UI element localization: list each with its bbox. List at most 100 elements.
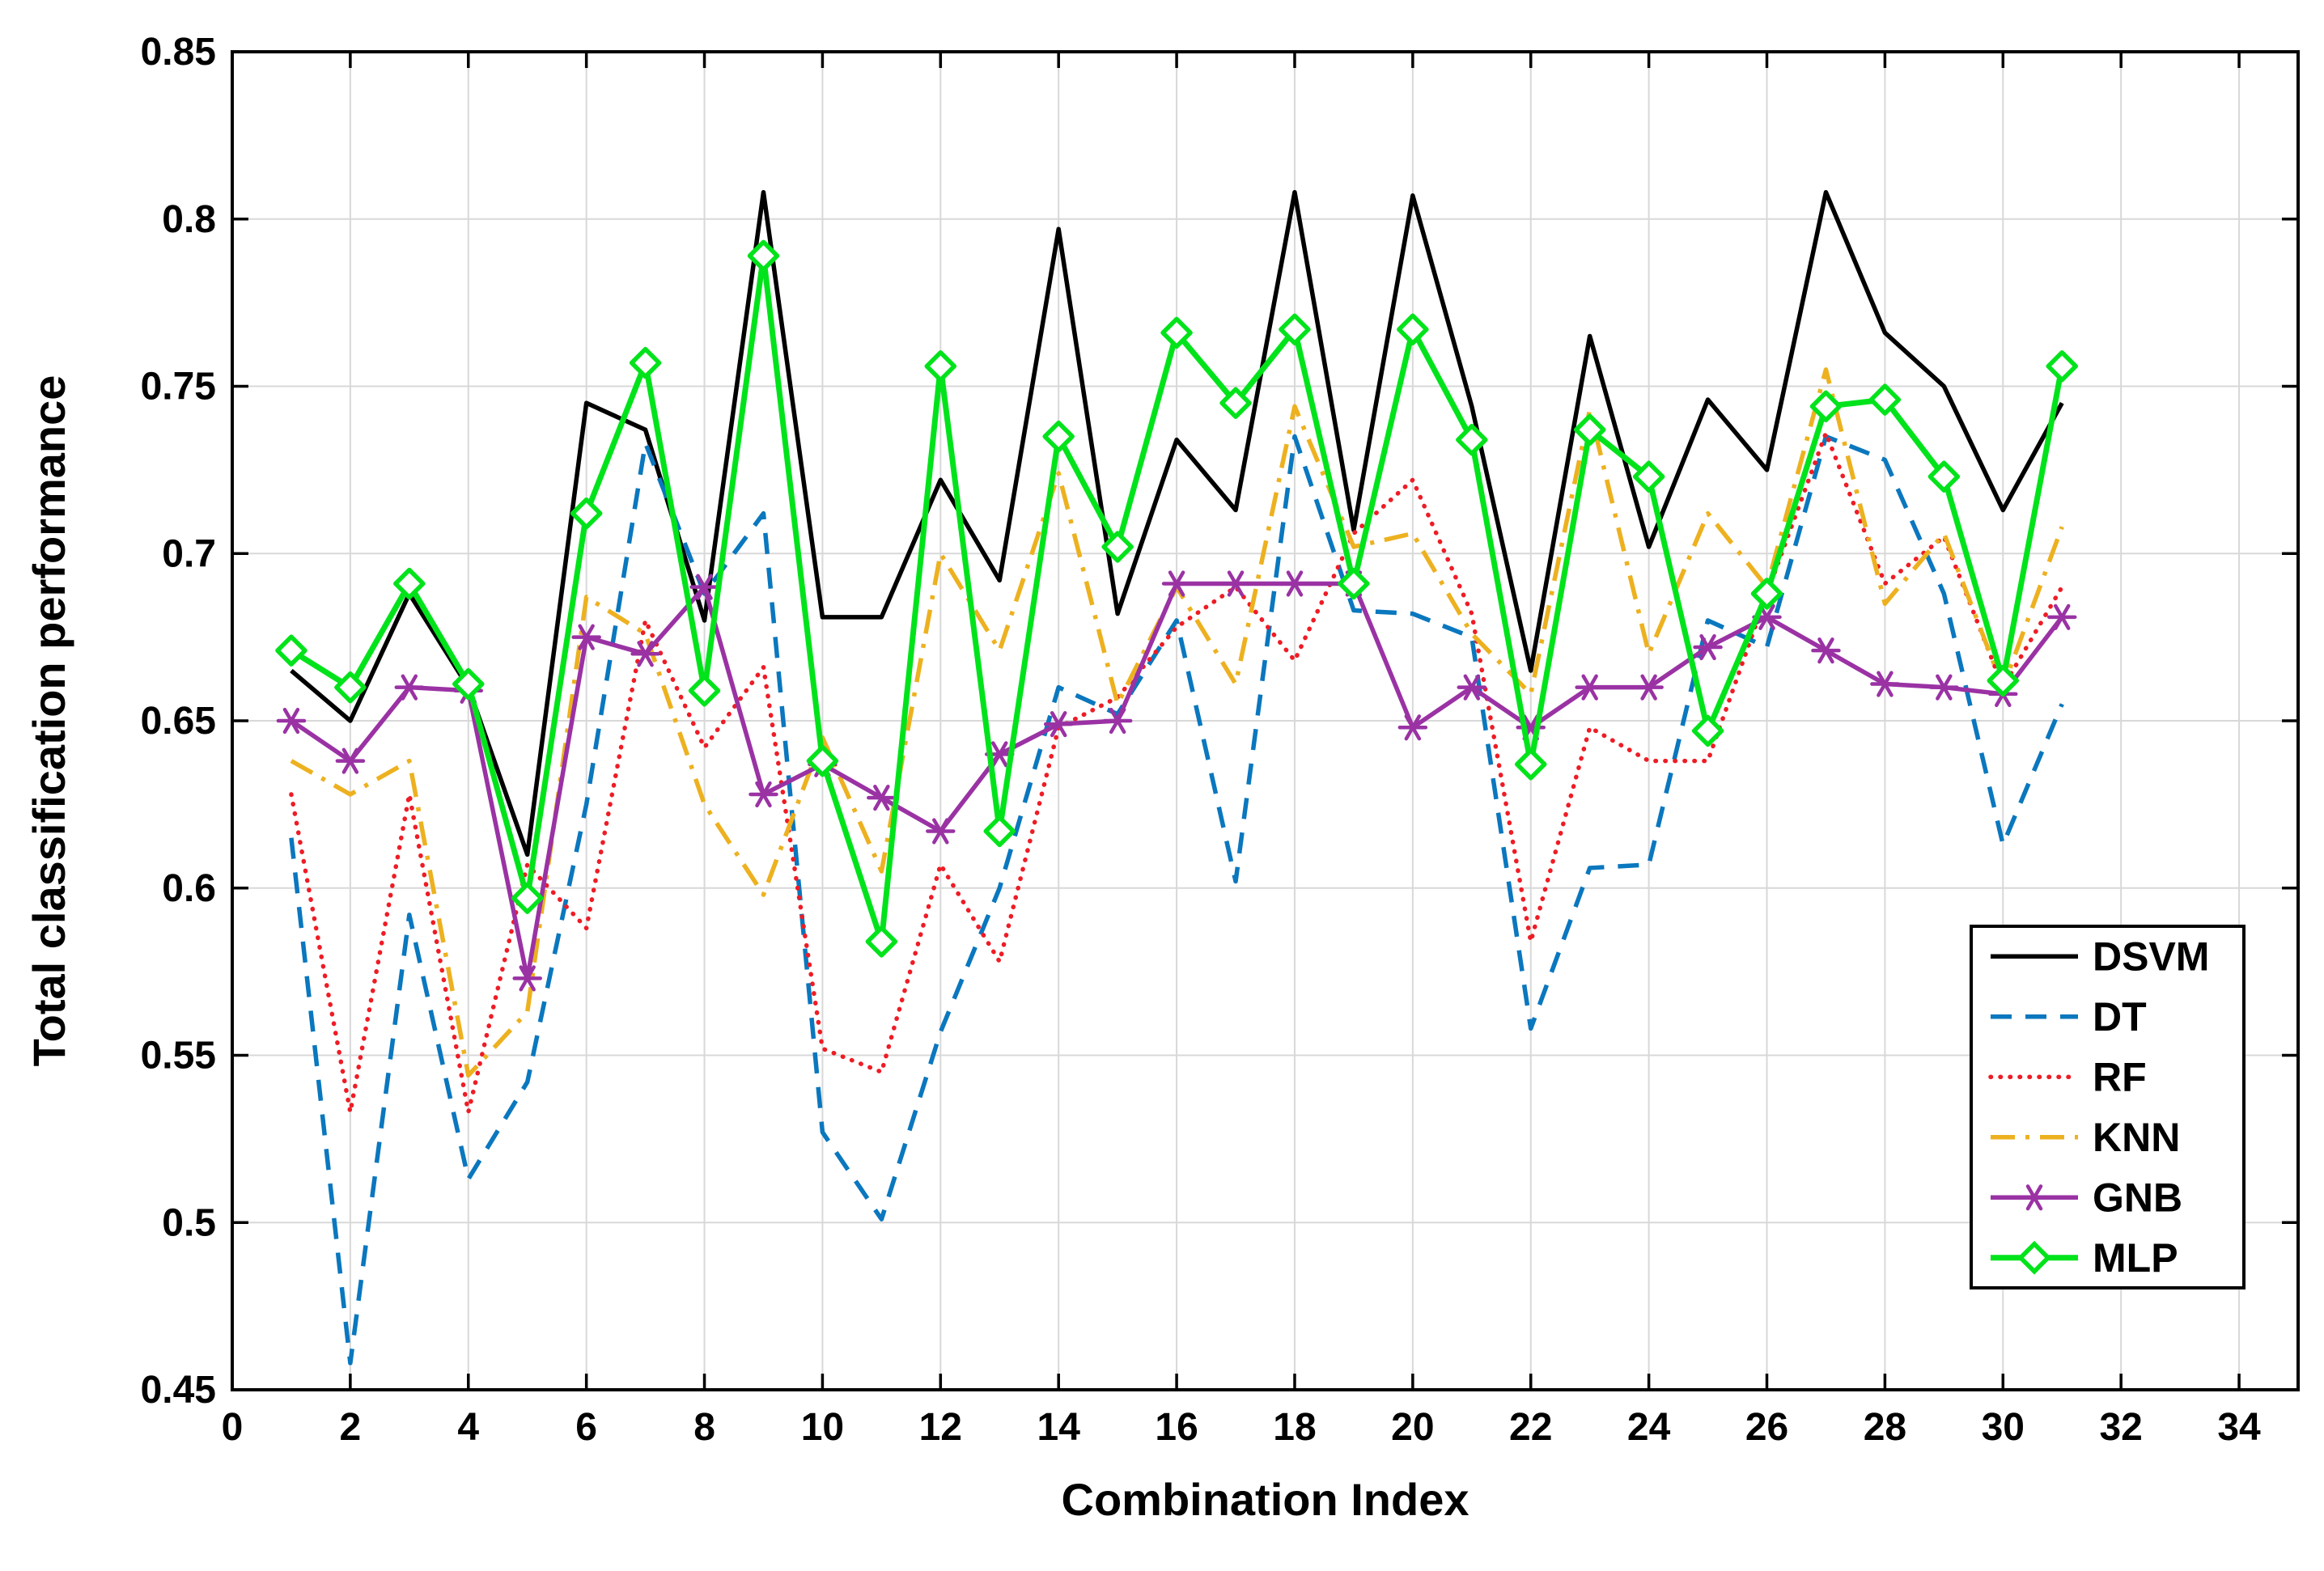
- legend-item-dt: DT: [1991, 994, 2147, 1040]
- diamond-marker: [1160, 316, 1193, 349]
- x-tick-label: 8: [693, 1406, 715, 1449]
- legend-label: MLP: [2093, 1235, 2178, 1281]
- diamond-marker: [747, 239, 780, 272]
- legend-box: [1970, 925, 2246, 1289]
- y-tick-label: 0.85: [141, 31, 216, 74]
- legend-label: GNB: [2093, 1175, 2182, 1220]
- asterisk-marker: [1811, 637, 1841, 664]
- legend-label: DSVM: [2093, 934, 2209, 979]
- axis-ticks: [231, 50, 2298, 1391]
- asterisk-stroke: [991, 741, 1008, 768]
- x-axis-title: Combination Index: [1062, 1474, 1469, 1525]
- y-tick-label: 0.55: [141, 1035, 216, 1078]
- asterisk-marker: [571, 624, 601, 650]
- series-line-rf: [289, 430, 2064, 1115]
- legend-item-dsvm: DSVM: [1991, 934, 2209, 979]
- y-tick-label: 0.7: [162, 532, 216, 575]
- asterisk-stroke: [1286, 570, 1304, 597]
- x-tick-label: 18: [1273, 1406, 1316, 1449]
- x-tick-label: 20: [1391, 1406, 1434, 1449]
- series-dsvm: [290, 189, 2064, 857]
- diamond-marker: [393, 567, 426, 600]
- diamond-marker: [1101, 531, 1134, 563]
- asterisk-stroke: [1817, 637, 1834, 664]
- diamond-marker: [688, 675, 721, 707]
- asterisk-marker: [1870, 671, 1900, 697]
- y-tick-label: 0.6: [162, 867, 216, 910]
- asterisk-marker: [926, 818, 956, 845]
- asterisk-marker: [335, 747, 366, 774]
- series-rf: [289, 430, 2064, 1115]
- legend-item-rf: RF: [1988, 1054, 2147, 1099]
- asterisk-stroke: [341, 747, 359, 774]
- diamond-marker: [1927, 460, 1961, 493]
- diamond-marker: [1691, 714, 1724, 747]
- asterisk-marker: [1634, 674, 1664, 701]
- diamond-marker: [1632, 460, 1665, 493]
- diamond-marker: [511, 882, 544, 914]
- x-tick-labels: 0 2 4 6 8 10 12 14 16 18 20 22 24 26 28 30 32 34: [222, 1406, 2261, 1449]
- x-tick-label: 4: [457, 1406, 479, 1449]
- legend-item-mlp: MLP: [1991, 1235, 2178, 1281]
- y-tick-labels: 0.45 0.5 0.55 0.6 0.65 0.7 0.75 0.8 0.85: [141, 31, 216, 1412]
- asterisk-stroke: [932, 818, 949, 845]
- y-axis-title: Total classification performance: [23, 375, 74, 1067]
- diamond-marker: [1279, 313, 1311, 345]
- asterisk-stroke: [401, 674, 418, 701]
- legend-item-knn: KNN: [1991, 1115, 2180, 1160]
- asterisk-stroke: [1936, 674, 1953, 701]
- x-tick-label: 22: [1509, 1406, 1552, 1449]
- x-tick-label: 0: [222, 1406, 244, 1449]
- diamond-marker: [865, 925, 898, 958]
- asterisk-stroke: [1050, 711, 1067, 738]
- y-tick-label: 0.8: [162, 198, 216, 241]
- asterisk-stroke: [1404, 714, 1422, 741]
- x-tick-label: 10: [801, 1406, 844, 1449]
- x-tick-label: 14: [1037, 1406, 1081, 1449]
- legend-diamond-marker: [2017, 1240, 2051, 1275]
- asterisk-stroke: [2025, 1184, 2043, 1211]
- asterisk-marker: [630, 641, 660, 667]
- asterisk-stroke: [1758, 603, 1775, 630]
- legend-item-gnb: GNB: [1991, 1175, 2182, 1220]
- asterisk-stroke: [578, 624, 595, 650]
- legend: DSVM DT RF KNN GNB MLP: [1970, 925, 2246, 1289]
- asterisk-marker: [1575, 674, 1605, 701]
- series-line-dsvm: [290, 189, 2064, 857]
- diamond-marker: [1573, 413, 1606, 447]
- asterisk-marker: [1279, 570, 1310, 597]
- legend-asterisk-marker: [2019, 1184, 2050, 1211]
- diamond-marker: [275, 634, 307, 667]
- asterisk-marker: [394, 674, 425, 701]
- y-tick-label: 0.65: [141, 700, 216, 743]
- legend-label: KNN: [2093, 1115, 2180, 1160]
- diamond-marker: [983, 815, 1016, 848]
- asterisk-stroke: [873, 784, 890, 811]
- x-tick-label: 24: [1627, 1406, 1671, 1449]
- diamond-marker: [452, 667, 485, 701]
- asterisk-marker: [512, 965, 542, 992]
- asterisk-marker: [1220, 570, 1251, 597]
- y-tick-label: 0.45: [141, 1369, 216, 1412]
- x-tick-label: 2: [340, 1406, 362, 1449]
- asterisk-marker: [1693, 633, 1723, 661]
- x-tick-label: 6: [575, 1406, 597, 1449]
- legend-label: DT: [2093, 994, 2147, 1040]
- diamond-marker: [570, 497, 603, 530]
- asterisk-stroke: [755, 781, 772, 808]
- diamond-marker: [1219, 387, 1252, 419]
- y-tick-label: 0.5: [162, 1201, 216, 1244]
- asterisk-stroke: [1109, 707, 1126, 735]
- diamond-marker: [1514, 748, 1547, 781]
- asterisk-marker: [1161, 570, 1192, 597]
- asterisk-marker: [749, 781, 778, 808]
- y-tick-label: 0.75: [141, 366, 216, 409]
- diamond-marker: [1809, 390, 1843, 423]
- diamond-marker: [1456, 423, 1488, 456]
- diamond-marker: [1397, 313, 1429, 345]
- asterisk-stroke: [1640, 674, 1657, 701]
- asterisk-stroke: [1581, 674, 1598, 701]
- asterisk-stroke: [1877, 671, 1894, 697]
